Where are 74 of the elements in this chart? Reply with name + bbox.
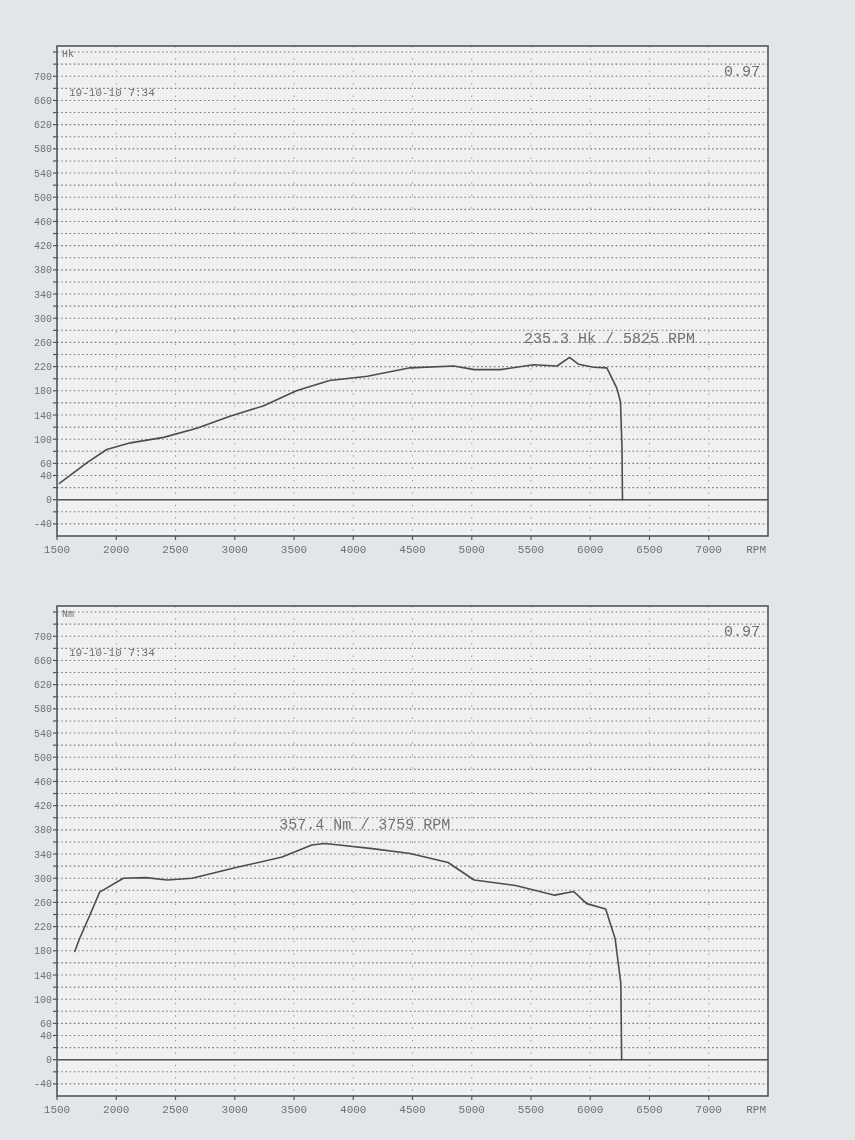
y-tick-label: 40 <box>39 471 52 483</box>
annotation: 19-10-10 7:34 <box>69 647 156 659</box>
x-tick-label: 7000 <box>695 1104 722 1116</box>
x-tick-label: 2500 <box>162 1104 189 1116</box>
y-tick-label: 380 <box>33 265 52 277</box>
y-tick-label: 220 <box>33 922 52 934</box>
annotation: 235.3 Hk / 5825 RPM <box>524 331 696 349</box>
x-tick-label: 2500 <box>162 544 189 556</box>
y-tick-label: 460 <box>33 776 52 788</box>
x-tick-label: 3000 <box>221 1104 248 1116</box>
x-tick-label: 4500 <box>399 1104 426 1116</box>
annotation: 0.97 <box>723 64 760 81</box>
y-tick-label: 460 <box>33 216 52 228</box>
y-tick-label: 220 <box>33 362 52 374</box>
y-tick-label: 340 <box>33 849 52 861</box>
y-tick-label: 60 <box>39 458 52 470</box>
y-tick-label: 620 <box>33 680 52 692</box>
x-tick-label: 5000 <box>458 544 485 556</box>
y-tick-label: 540 <box>33 168 52 180</box>
y-tick-label: -40 <box>33 519 52 531</box>
y-tick-label: 300 <box>33 313 52 325</box>
y-tick-label: 420 <box>33 801 52 813</box>
y-tick-label: 260 <box>33 897 52 909</box>
y-tick-label: 140 <box>33 410 52 422</box>
y-tick-label: 0 <box>45 495 52 507</box>
y-tick-label: 500 <box>33 192 52 204</box>
x-tick-label: 2000 <box>103 544 130 556</box>
y-tick-label: 580 <box>33 704 52 716</box>
x-tick-label: 3000 <box>221 544 248 556</box>
y-tick-label: 180 <box>33 386 52 398</box>
y-tick-label: 40 <box>39 1031 52 1043</box>
x-tick-label: 5500 <box>517 544 545 556</box>
y-tick-label: 660 <box>33 95 52 107</box>
y-tick-label: 260 <box>33 337 52 349</box>
y-tick-label: 0 <box>45 1055 52 1067</box>
y-tick-label: 300 <box>33 873 52 885</box>
y-tick-label: 620 <box>33 120 52 132</box>
x-tick-label: 6500 <box>636 544 663 556</box>
x-tick-label: 1500 <box>43 1104 71 1116</box>
y-axis-title: Hk <box>62 49 75 60</box>
x-tick-label: 4000 <box>340 544 367 556</box>
y-tick-label: 500 <box>33 752 52 764</box>
x-tick-label: 7000 <box>695 544 722 556</box>
x-tick-label: 3500 <box>280 1104 308 1116</box>
x-tick-label: 2000 <box>103 1104 130 1116</box>
y-tick-label: 340 <box>33 289 52 301</box>
annotation: 0.97 <box>723 624 760 641</box>
y-tick-label: 180 <box>33 946 52 958</box>
x-tick-label: 5500 <box>517 1104 545 1116</box>
x-tick-label: 5000 <box>458 1104 485 1116</box>
y-tick-label: 100 <box>33 434 52 446</box>
y-tick-label: 700 <box>33 71 52 83</box>
y-tick-label: 380 <box>33 825 52 837</box>
y-tick-label: 60 <box>39 1018 52 1030</box>
y-tick-label: 580 <box>33 144 52 156</box>
annotation: 19-10-10 7:34 <box>69 87 156 99</box>
y-tick-label: 700 <box>33 631 52 643</box>
x-tick-label: 1500 <box>43 544 71 556</box>
x-axis-title: RPM <box>746 544 766 556</box>
y-tick-label: 540 <box>33 728 52 740</box>
y-axis-title: Nm <box>62 609 75 620</box>
x-tick-label: 6000 <box>577 1104 604 1116</box>
y-tick-label: -40 <box>33 1079 52 1091</box>
x-tick-label: 6000 <box>577 544 604 556</box>
y-tick-label: 100 <box>33 994 52 1006</box>
x-tick-label: 4500 <box>399 544 426 556</box>
x-axis-title: RPM <box>746 1104 766 1116</box>
y-tick-label: 420 <box>33 241 52 253</box>
y-tick-label: 140 <box>33 970 52 982</box>
x-tick-label: 4000 <box>340 1104 367 1116</box>
annotation: 357.4 Nm / 3759 RPM <box>279 817 451 835</box>
x-tick-label: 6500 <box>636 1104 663 1116</box>
y-tick-label: 660 <box>33 655 52 667</box>
x-tick-label: 3500 <box>280 544 308 556</box>
